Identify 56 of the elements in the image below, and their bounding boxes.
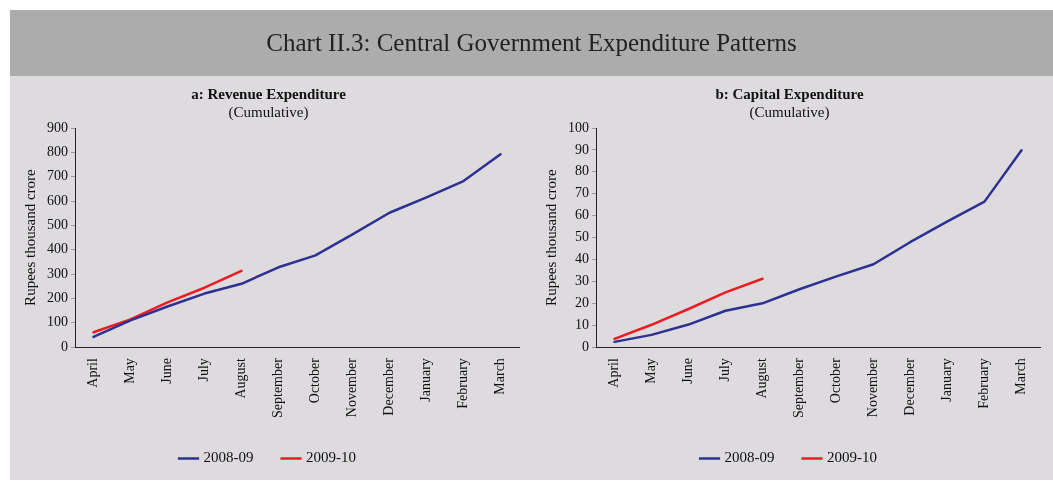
x-tick-label: July [196,358,212,382]
x-tick-label: March [1013,358,1029,395]
legend-label: 2009-10 [306,449,356,466]
y-tick-label: 900 [47,119,68,135]
y-tick-label: 500 [47,217,68,233]
y-tick-label: 100 [47,314,68,330]
y-axis-title: Rupees thousand crore [21,168,38,306]
x-tick-label: August [233,358,249,399]
y-tick-label: 400 [47,241,68,257]
chart-subtitle: (Cumulative) [749,103,830,121]
x-tick-label: December [902,357,918,416]
chart-subtitle: (Cumulative) [228,103,309,121]
x-tick-label: July [717,358,733,382]
x-tick-label: December [381,357,397,416]
legend-label: 2009-10 [827,449,877,466]
x-tick-label: February [455,358,471,409]
x-tick-label: November [344,357,360,418]
y-tick-label: 70 [575,185,589,201]
y-tick-label: 0 [582,338,589,354]
x-tick-label: March [492,358,508,395]
x-tick-label: May [643,358,659,384]
y-tick-label: 0 [61,338,68,354]
chart-title: b: Capital Expenditure [715,85,864,102]
x-tick-label: August [754,358,770,399]
y-tick-label: 50 [575,229,589,245]
y-tick-label: 60 [575,207,589,223]
x-tick-label: January [939,358,955,402]
y-tick-label: 20 [575,294,589,310]
legend-label: 2008-09 [203,449,254,466]
y-tick-label: 30 [575,273,589,289]
y-tick-label: 300 [47,265,68,281]
y-tick-label: 700 [47,168,68,184]
x-tick-label: May [122,358,138,384]
x-tick-label: October [828,357,844,404]
y-tick-label: 80 [575,163,589,179]
text: Chart II.3: Central Government Expenditure Patterns [10,10,1053,76]
x-tick-label: November [865,357,881,418]
x-tick-label: April [85,358,101,388]
x-tick-label: April [606,358,622,388]
x-tick-label: September [270,357,286,419]
y-axis-title: Rupees thousand crore [542,168,559,306]
y-tick-label: 40 [575,251,589,267]
y-tick-label: 100 [568,119,589,135]
y-tick-label: 10 [575,316,589,332]
y-tick-label: 200 [47,290,68,306]
x-tick-label: January [418,358,434,402]
y-tick-label: 600 [47,192,68,208]
legend-label: 2008-09 [724,449,775,466]
x-tick-label: February [976,358,992,409]
y-tick-label: 800 [47,144,68,160]
x-tick-label: September [791,357,807,419]
y-tick-label: 90 [575,141,589,157]
x-tick-label: June [159,358,175,384]
x-tick-label: June [680,358,696,384]
x-tick-label: October [307,357,323,404]
chart-title: a: Revenue Expenditure [191,85,347,102]
